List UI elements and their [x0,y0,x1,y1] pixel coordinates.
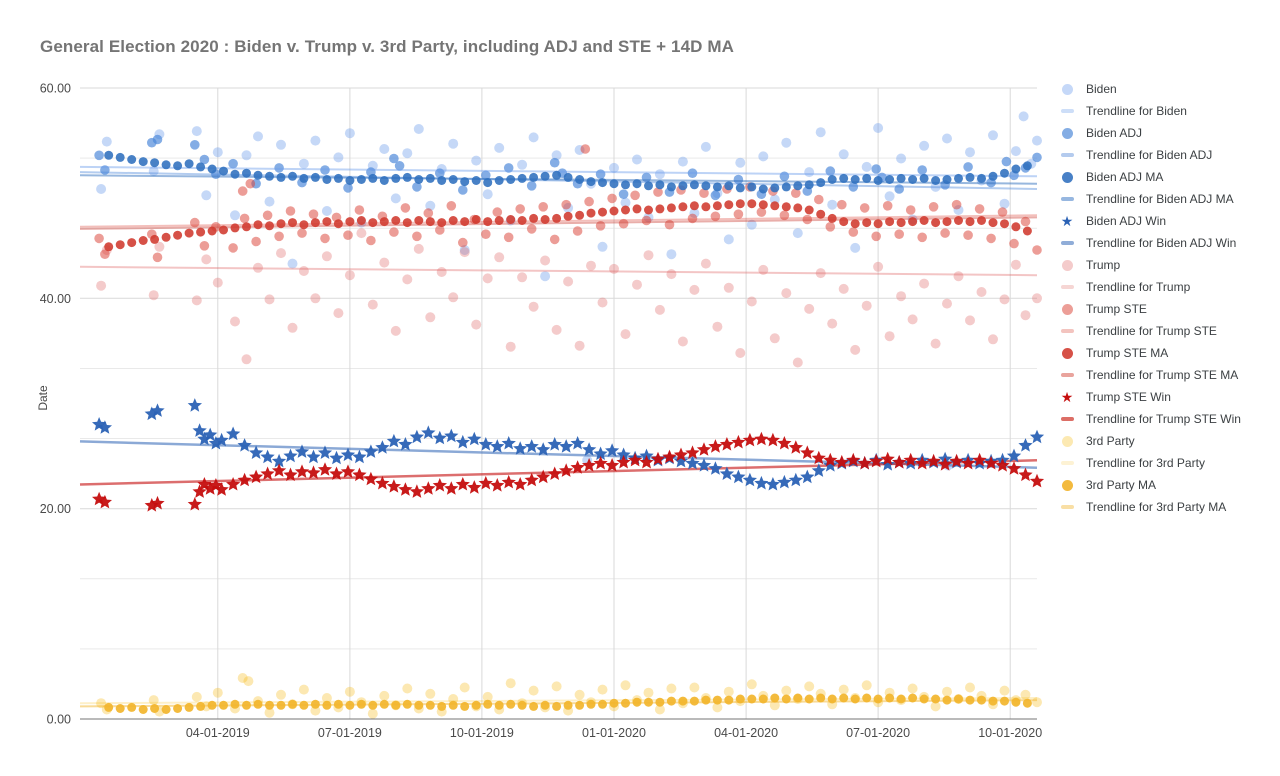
legend-label: Trendline for Trump STE Win [1086,412,1241,426]
series-biden-adj-ma [104,150,1032,194]
legend-label: Trendline for Biden ADJ [1086,148,1213,162]
legend-series-icon [1056,127,1078,139]
trendline-biden-adj [79,171,1038,190]
legend-series-icon [1056,259,1078,271]
legend-item-trendline-for-trump-ste: Trendline for Trump STE [1056,320,1280,342]
series-biden [96,111,1042,471]
legend-item-trump-ste-ma: Trump STE MA [1056,342,1280,364]
legend-item-biden: Biden [1056,78,1280,100]
legend-trendline-icon [1056,417,1078,421]
series-trump-ste-win [92,431,1045,512]
legend-trendline-icon [1056,153,1078,157]
legend-label: Trump [1086,258,1121,272]
legend-label: Biden ADJ [1086,126,1143,140]
trendlines [79,165,1038,708]
legend-label: Trendline for 3rd Party [1086,456,1205,470]
legend-item-trump: Trump [1056,254,1280,276]
legend-label: Trendline for Trump [1086,280,1191,294]
series-trump-ste-ma [104,199,1032,252]
legend-item-biden-adj-win: ★ Biden ADJ Win [1056,210,1280,232]
legend-star-icon: ★ [1060,389,1074,405]
legend-label: 3rd Party MA [1086,478,1157,492]
legend-label: 3rd Party [1086,434,1135,448]
svg-text:04-01-2020: 04-01-2020 [714,726,778,740]
legend-item-3rd-party: 3rd Party [1056,430,1280,452]
series-biden-adj-win [92,398,1045,491]
legend-label: Biden ADJ MA [1086,170,1164,184]
series-trump [96,228,1042,368]
legend-star-icon: ★ [1060,213,1074,229]
svg-text:20.00: 20.00 [40,502,71,516]
legend-item-trump-ste-win: ★ Trump STE Win [1056,386,1280,408]
legend-item-trendline-for-trump-ste-win: Trendline for Trump STE Win [1056,408,1280,430]
legend-series-icon [1056,171,1078,183]
y-axis-title: Date [36,385,50,411]
legend-trendline-icon [1056,461,1078,465]
series-biden-adj [94,134,1042,201]
legend-item-trendline-for-biden-adj: Trendline for Biden ADJ [1056,144,1280,166]
chart-legend: Biden Trendline for Biden Biden ADJ Trendli… [1056,78,1280,518]
svg-text:60.00: 60.00 [40,82,71,96]
legend-item-3rd-party-ma: 3rd Party MA [1056,474,1280,496]
y-minor-gridlines [80,157,1037,650]
svg-text:10-01-2020: 10-01-2020 [978,726,1042,740]
legend-trendline-icon [1056,373,1078,377]
svg-text:10-01-2019: 10-01-2019 [450,726,514,740]
legend-series-icon [1056,303,1078,315]
legend-item-trump-ste: Trump STE [1056,298,1280,320]
legend-trendline-icon [1056,285,1078,289]
legend-trendline-icon [1056,109,1078,113]
legend-item-biden-adj-ma: Biden ADJ MA [1056,166,1280,188]
legend-trendline-icon [1056,505,1078,509]
legend-label: Biden ADJ Win [1086,214,1167,228]
legend-label: Trendline for 3rd Party MA [1086,500,1227,514]
legend-label: Trendline for Biden ADJ Win [1086,236,1237,250]
legend-item-trendline-for-3rd-party: Trendline for 3rd Party [1056,452,1280,474]
svg-text:0.00: 0.00 [47,713,71,727]
legend-item-trendline-for-biden-adj-win: Trendline for Biden ADJ Win [1056,232,1280,254]
legend-trendline-icon [1056,197,1078,201]
chart-title: General Election 2020 : Biden v. Trump v… [40,37,734,56]
trendline-trump [79,265,1038,277]
legend-trendline-icon [1056,329,1078,333]
legend-item-trendline-for-3rd-party-ma: Trendline for 3rd Party MA [1056,496,1280,518]
legend-item-biden-adj: Biden ADJ [1056,122,1280,144]
svg-text:40.00: 40.00 [40,292,71,306]
legend-label: Trendline for Trump STE [1086,324,1217,338]
legend-label: Trendline for Trump STE MA [1086,368,1239,382]
legend-label: Trump STE MA [1086,346,1169,360]
legend-trendline-icon [1056,241,1078,245]
legend-item-trendline-for-trump: Trendline for Trump [1056,276,1280,298]
legend-label: Biden [1086,82,1117,96]
legend-series-icon [1056,479,1078,491]
legend-label: Trendline for Biden ADJ MA [1086,192,1234,206]
svg-text:07-01-2020: 07-01-2020 [846,726,910,740]
series-3rd-party-ma [104,693,1032,714]
legend-item-trendline-for-trump-ste-ma: Trendline for Trump STE MA [1056,364,1280,386]
x-tick-labels: 04-01-2019 07-01-2019 10-01-2019 01-01-2020… [186,726,1042,740]
x-gridlines [217,88,1011,719]
y-tick-labels: 0.00 20.00 40.00 60.00 [40,82,71,727]
legend-label: Trendline for Biden [1086,104,1187,118]
svg-text:04-01-2019: 04-01-2019 [186,726,250,740]
svg-text:01-01-2020: 01-01-2020 [582,726,646,740]
svg-text:07-01-2019: 07-01-2019 [318,726,382,740]
legend-series-icon [1056,435,1078,447]
legend-series-icon [1056,83,1078,95]
legend-series-icon [1056,347,1078,359]
legend-label: Trump STE [1086,302,1147,316]
legend-item-trendline-for-biden-adj-ma: Trendline for Biden ADJ MA [1056,188,1280,210]
legend-label: Trump STE Win [1086,390,1171,404]
legend-item-trendline-for-biden: Trendline for Biden [1056,100,1280,122]
